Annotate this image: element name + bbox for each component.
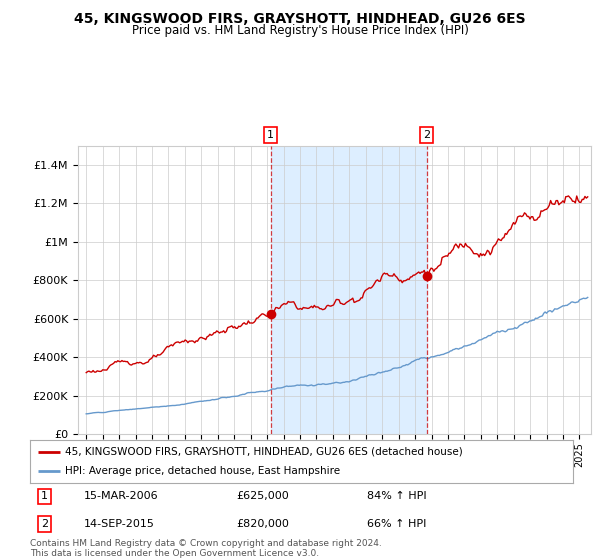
Text: 14-SEP-2015: 14-SEP-2015 bbox=[85, 519, 155, 529]
Text: £820,000: £820,000 bbox=[236, 519, 289, 529]
Text: 2: 2 bbox=[41, 519, 48, 529]
Text: 66% ↑ HPI: 66% ↑ HPI bbox=[367, 519, 426, 529]
Text: 1: 1 bbox=[41, 491, 48, 501]
Text: £625,000: £625,000 bbox=[236, 491, 289, 501]
Text: Contains HM Land Registry data © Crown copyright and database right 2024.
This d: Contains HM Land Registry data © Crown c… bbox=[30, 539, 382, 558]
Text: HPI: Average price, detached house, East Hampshire: HPI: Average price, detached house, East… bbox=[65, 466, 340, 476]
Text: 84% ↑ HPI: 84% ↑ HPI bbox=[367, 491, 426, 501]
Text: 1: 1 bbox=[267, 130, 274, 140]
Bar bbox=[271, 146, 427, 434]
Text: 45, KINGSWOOD FIRS, GRAYSHOTT, HINDHEAD, GU26 6ES: 45, KINGSWOOD FIRS, GRAYSHOTT, HINDHEAD,… bbox=[74, 12, 526, 26]
Text: Price paid vs. HM Land Registry's House Price Index (HPI): Price paid vs. HM Land Registry's House … bbox=[131, 24, 469, 37]
Text: 45, KINGSWOOD FIRS, GRAYSHOTT, HINDHEAD, GU26 6ES (detached house): 45, KINGSWOOD FIRS, GRAYSHOTT, HINDHEAD,… bbox=[65, 447, 463, 456]
Text: 15-MAR-2006: 15-MAR-2006 bbox=[85, 491, 159, 501]
Text: 2: 2 bbox=[423, 130, 430, 140]
